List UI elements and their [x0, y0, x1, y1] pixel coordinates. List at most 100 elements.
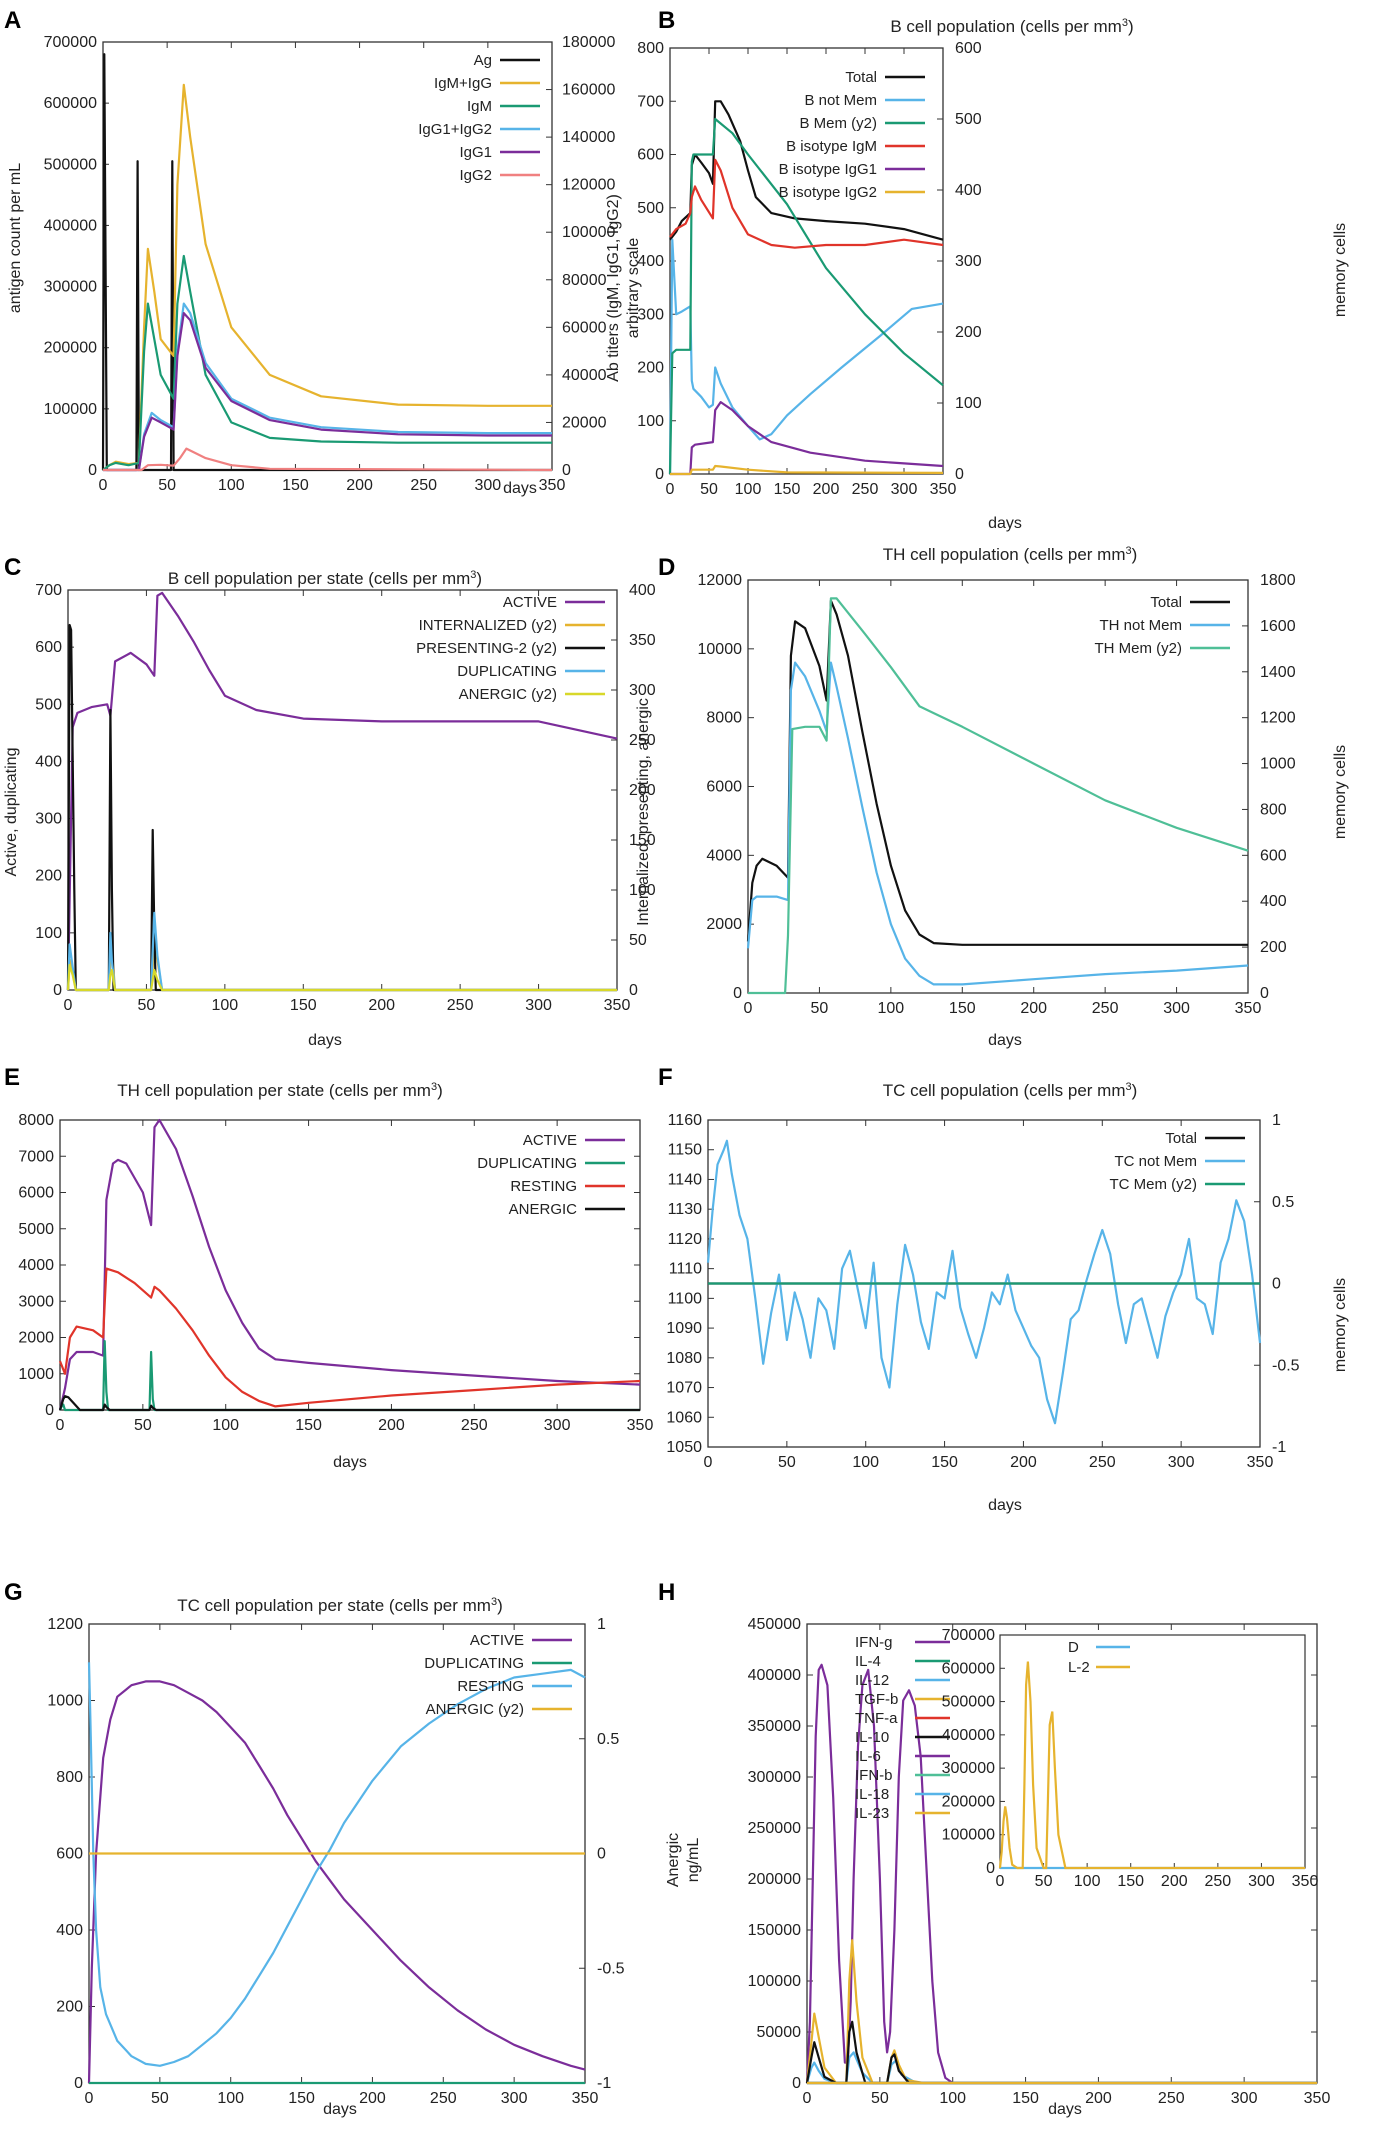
panel-h-xtick-label: 350 [1304, 2090, 1331, 2107]
panel-d-ytick-label: 0 [733, 985, 742, 1002]
panel-h-inset-ytick-label: 100000 [942, 1827, 995, 1844]
panel-a-series-igg2 [103, 447, 553, 472]
panel-b-ytick-label: 500 [637, 200, 664, 217]
panel-f-xtick-label: 100 [852, 1454, 879, 1471]
panel-label-f: F [658, 1064, 673, 1091]
panel-f-xtick-label: 150 [931, 1454, 958, 1471]
panel-b-series-b-isotype-igg2 [670, 464, 944, 476]
panel-a-xtick-label: 300 [475, 477, 502, 494]
panel-b-legend-label: B isotype IgG1 [779, 161, 877, 178]
panel-h-legend-label: IL-6 [855, 1748, 881, 1765]
panel-g-xtick-label: 50 [151, 2090, 169, 2107]
panel-e-legend-label: DUPLICATING [477, 1155, 577, 1172]
panel-a-xtick-label: 250 [410, 477, 437, 494]
panel-b-xtick-label: 100 [735, 481, 762, 498]
panel-f-series-tc-not-mem [706, 1139, 1262, 1425]
panel-e-ytick-label: 4000 [18, 1257, 54, 1274]
panel-d: D TH cell population (cells per mm3) day… [658, 545, 1349, 1049]
panel-b-xtick-label: 250 [852, 481, 879, 498]
panel-d-xtick-label: 300 [1163, 1000, 1190, 1017]
panel-h-inset-ytick-label: 200000 [942, 1793, 995, 1810]
panel-c-xtick-label: 250 [447, 997, 474, 1014]
panel-a-xtick-label: 350 [539, 477, 566, 494]
panel-d-y2tick-label: 1000 [1260, 756, 1296, 773]
panel-e-ytick-label: 8000 [18, 1112, 54, 1129]
panel-b-ytick-label: 400 [637, 253, 664, 270]
panel-f-ytick-label: 1080 [666, 1350, 702, 1367]
panel-g-legend-label: DUPLICATING [424, 1655, 524, 1672]
panel-g-series-resting [87, 1662, 586, 2067]
panel-e-xtick-label: 250 [461, 1417, 488, 1434]
panel-h-inset-ytick-label: 300000 [942, 1760, 995, 1777]
panel-f-ytick-label: 1160 [668, 1112, 703, 1129]
panel-label-g: G [4, 1579, 23, 1606]
panel-d-xtick-label: 150 [949, 1000, 976, 1017]
panel-f-ytick-label: 1060 [666, 1409, 702, 1426]
panel-b-y2tick-label: 600 [955, 40, 982, 57]
panel-f-xtick-label: 200 [1010, 1454, 1037, 1471]
panel-g-legend-label: ACTIVE [470, 1632, 524, 1649]
panel-f-xlabel: days [988, 1497, 1022, 1514]
panel-h-legend-label: TNF-a [855, 1710, 898, 1727]
panel-a-legend-label: IgM+IgG [434, 75, 492, 92]
panel-a-y2tick-label: 140000 [562, 129, 615, 146]
panel-c-ytick-label: 400 [35, 753, 62, 770]
panel-c-xtick-label: 300 [525, 997, 552, 1014]
panel-c-legend-label: PRESENTING-2 (y2) [416, 640, 557, 657]
panel-h-legend-label: IFN-g [855, 1634, 893, 1651]
panel-c-legend-label: DUPLICATING [457, 663, 557, 680]
panel-g-ytick-label: 0 [74, 2075, 83, 2092]
panel-d-y2tick-label: 1600 [1260, 618, 1296, 635]
panel-g-xtick-label: 0 [85, 2090, 94, 2107]
panel-e-xtick-label: 100 [212, 1417, 239, 1434]
panel-h-inset-xtick-label: 250 [1205, 1873, 1232, 1890]
panel-h-xtick-label: 300 [1231, 2090, 1258, 2107]
panel-h-ytick-label: 100000 [748, 1973, 801, 1990]
panel-h-legend-label: IL-10 [855, 1729, 889, 1746]
panel-a-series-igm [102, 254, 552, 471]
panel-g-xtick-label: 200 [359, 2090, 386, 2107]
panel-f-ytick-label: 1140 [668, 1171, 703, 1188]
panel-f-legend-label: TC Mem (y2) [1110, 1176, 1198, 1193]
panel-a-ytick-label: 500000 [44, 156, 97, 173]
panel-a-xtick-label: 50 [158, 477, 176, 494]
panel-a-y2tick-label: 180000 [562, 34, 615, 51]
panel-c-y2tick-label: 400 [629, 582, 656, 599]
panel-h-ytick-label: 400000 [748, 1667, 801, 1684]
panel-e-ytick-label: 6000 [18, 1185, 54, 1202]
panel-d-series-th-not-mem [746, 661, 1249, 986]
panel-f-xtick-label: 250 [1089, 1454, 1116, 1471]
panel-b-y2label: memory cells [1332, 223, 1349, 317]
panel-g-ytick-label: 1000 [47, 1693, 83, 1710]
panel-h-inset-xtick-label: 350 [1292, 1873, 1319, 1890]
panel-f-xtick-label: 50 [778, 1454, 796, 1471]
panel-b-series-b-isotype-igm [669, 158, 944, 249]
panel-a-xlabel: days [503, 480, 537, 497]
panel-h-ytick-label: 250000 [748, 1820, 801, 1837]
panel-label-c: C [4, 554, 21, 581]
panel-h-legend-label: IFN-b [855, 1767, 893, 1784]
panel-h-inset-ytick-label: 400000 [942, 1727, 995, 1744]
panel-a-y2tick-label: 120000 [562, 177, 615, 194]
panel-h-ytick-label: 150000 [748, 1922, 801, 1939]
panel-g-y2tick-label: 0.5 [597, 1731, 619, 1748]
panel-d-ytick-label: 4000 [706, 847, 742, 864]
panel-f-xtick-label: 0 [704, 1454, 713, 1471]
panel-b-y2tick-label: 100 [955, 395, 982, 412]
panel-e-legend-label: RESTING [510, 1178, 577, 1195]
panel-h-inset-xtick-label: 150 [1117, 1873, 1144, 1890]
panel-d-ytick-label: 12000 [698, 572, 743, 589]
panel-h-inset-xtick-label: 0 [996, 1873, 1005, 1890]
panel-e-xtick-label: 50 [134, 1417, 152, 1434]
panel-h-ytick-label: 300000 [748, 1769, 801, 1786]
panel-g-xtick-label: 300 [501, 2090, 528, 2107]
panel-label-d: D [658, 554, 675, 581]
panel-h-inset-legend-label: L-2 [1068, 1659, 1090, 1676]
panel-h-legend-label: IL-4 [855, 1653, 881, 1670]
panel-g-xtick-label: 150 [288, 2090, 315, 2107]
panel-a-ytick-label: 400000 [44, 217, 97, 234]
panel-e-legend-label: ACTIVE [523, 1132, 577, 1149]
panel-d-xtick-label: 50 [811, 1000, 829, 1017]
panel-e-xlabel: days [333, 1454, 367, 1471]
